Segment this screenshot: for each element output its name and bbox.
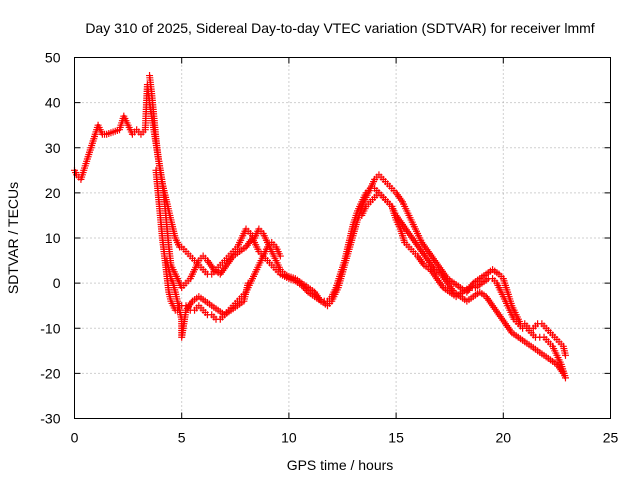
y-tick-label: 20: [45, 185, 61, 201]
y-axis-label: SDTVAR / TECUs: [5, 182, 21, 294]
x-tick-label: 5: [178, 430, 186, 446]
data-point: [276, 252, 284, 260]
plot-frame: [74, 57, 611, 419]
x-tick-label: 15: [388, 430, 404, 446]
y-tick-label: 30: [45, 140, 61, 156]
chart-title: Day 310 of 2025, Sidereal Day-to-day VTE…: [85, 20, 594, 36]
data-point: [561, 374, 569, 382]
x-tick-label: 20: [496, 430, 512, 446]
y-tick-label: 10: [45, 230, 61, 246]
data-point: [561, 351, 569, 359]
y-tick-label: -10: [40, 320, 60, 336]
x-tick-label: 0: [71, 430, 79, 446]
y-tick-label: -30: [40, 411, 60, 427]
data-point: [559, 369, 567, 377]
y-tick-label: -20: [40, 365, 60, 381]
data-points: [71, 72, 569, 382]
y-tick-label: 40: [45, 95, 61, 111]
x-tick-label: 10: [281, 430, 297, 446]
x-axis-label: GPS time / hours: [287, 457, 394, 473]
y-tick-label: 0: [53, 275, 61, 291]
data-point: [244, 279, 252, 287]
x-tick-label: 25: [603, 430, 619, 446]
tick-labels: 0 5 10 15 20 25 -30 -20 -10 0 10 20 30 40 50: [40, 50, 618, 446]
y-tick-label: 50: [45, 50, 61, 66]
